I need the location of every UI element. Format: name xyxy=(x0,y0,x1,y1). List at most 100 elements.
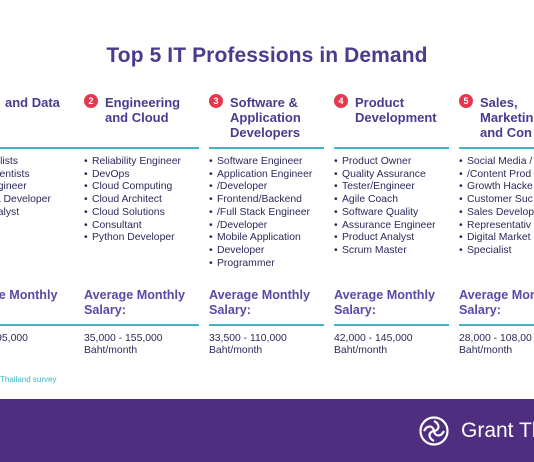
list-item: Cloud Solutions xyxy=(84,207,206,220)
column-header: and Data xyxy=(0,92,104,144)
salary-range-line: Baht/month xyxy=(459,345,513,356)
profession-column-product: 4 Product Development Product Owner Qual… xyxy=(334,92,454,356)
salary-label: age Monthly y: xyxy=(0,288,109,318)
list-item: /Developer xyxy=(209,181,331,194)
list-item: Cloud Computing xyxy=(84,181,206,194)
salary-label-line: Average Monthly xyxy=(334,288,436,302)
list-item: nalyst xyxy=(0,207,106,220)
list-item: Software Quality xyxy=(334,207,456,220)
salary-label: Average Mon Salary: xyxy=(459,288,534,318)
salary-label: Average Monthly Salary: xyxy=(84,288,209,318)
divider xyxy=(0,324,99,326)
heading-line: Application xyxy=(230,110,301,125)
list-item: Developer xyxy=(209,245,331,258)
list-item: Reliability Engineer xyxy=(84,156,206,169)
heading-line: Development xyxy=(355,110,437,125)
column-header: 3 Software & Application Developers xyxy=(209,92,329,144)
salary-label-line: Average Monthly xyxy=(84,288,186,302)
survey-note: Thailand survey xyxy=(0,375,57,384)
profession-column-data: and Data ialists cientists ngineer ta De… xyxy=(0,92,104,344)
page-title: Top 5 IT Professions in Demand xyxy=(106,44,428,67)
number-badge: 5 xyxy=(459,94,473,108)
list-item: Representativ xyxy=(459,220,534,233)
list-item: Social Media / xyxy=(459,156,534,169)
divider xyxy=(459,147,534,149)
profession-column-engineering: 2 Engineering and Cloud Reliability Engi… xyxy=(84,92,204,356)
salary-label: Average Monthly Salary: xyxy=(334,288,459,318)
divider xyxy=(209,324,324,326)
list-item: ngineer xyxy=(0,181,106,194)
salary-range-line: Baht/month xyxy=(334,345,388,356)
salary-label: Average Monthly Salary: xyxy=(209,288,334,318)
list-item: Scrum Master xyxy=(334,245,456,258)
divider xyxy=(209,147,324,149)
salary-label-line: Average Monthly xyxy=(209,288,311,302)
salary-range: 35,000 - 155,000 Baht/month xyxy=(84,333,209,357)
job-list: Software Engineer Application Engineer /… xyxy=(209,156,331,270)
salary-label-line: Salary: xyxy=(209,303,252,317)
list-item: Agile Coach xyxy=(334,194,456,207)
divider xyxy=(84,147,199,149)
list-item: Digital Market xyxy=(459,232,534,245)
heading-line: and Cloud xyxy=(105,110,169,125)
divider xyxy=(459,324,534,326)
salary-label-line: Salary: xyxy=(84,303,127,317)
list-item: Cloud Architect xyxy=(84,194,206,207)
list-item: Specialist xyxy=(459,245,534,258)
salary-range-line: 35,000 - 155,000 xyxy=(84,333,163,344)
profession-column-software: 3 Software & Application Developers Soft… xyxy=(209,92,329,356)
column-heading: Sales, Marketin and Con xyxy=(480,95,534,140)
list-item: /Content Prod xyxy=(459,169,534,182)
divider xyxy=(0,147,99,149)
salary-label-line: age Monthly xyxy=(0,288,58,302)
profession-column-sales: 5 Sales, Marketin and Con Social Media /… xyxy=(459,92,534,392)
heading-line: and Con xyxy=(480,125,532,140)
heading-line: Product xyxy=(355,95,405,110)
heading-line: Software & xyxy=(230,95,298,110)
column-header: 4 Product Development xyxy=(334,92,454,144)
list-item: ta Developer xyxy=(0,194,106,207)
divider xyxy=(334,324,449,326)
list-item: ialists xyxy=(0,156,106,169)
list-item: Python Developer xyxy=(84,232,206,245)
job-list: Product Owner Quality Assurance Tester/E… xyxy=(334,156,456,258)
column-heading: Engineering and Cloud xyxy=(105,95,225,125)
list-item: Product Analyst xyxy=(334,232,456,245)
salary-range-line: 42,000 - 145,000 xyxy=(334,333,413,344)
salary-label-line: Average Mon xyxy=(459,288,534,302)
salary-range-line: Baht/month xyxy=(209,345,263,356)
brand-name: Grant Th xyxy=(461,419,534,442)
number-badge: 4 xyxy=(334,94,348,108)
job-list: Social Media / /Content Prod Growth Hack… xyxy=(459,156,534,258)
heading-line: Engineering xyxy=(105,95,181,110)
footer-bar xyxy=(0,399,534,462)
salary-range: - 195,000 nth xyxy=(0,333,109,357)
number-badge: 2 xyxy=(84,94,98,108)
list-item: Customer Suc xyxy=(459,194,534,207)
number-badge: 3 xyxy=(209,94,223,108)
list-item: /Developer xyxy=(209,220,331,233)
divider xyxy=(334,147,449,149)
column-heading: Software & Application Developers xyxy=(230,95,350,140)
list-item: Growth Hacke xyxy=(459,181,534,194)
salary-range-line: 33,500 - 110,000 xyxy=(209,333,287,344)
list-item: cientists xyxy=(0,169,106,182)
column-heading: and Data xyxy=(5,95,125,110)
heading-line: Sales, xyxy=(480,95,518,110)
column-heading: Product Development xyxy=(355,95,475,125)
grant-thornton-logo-icon xyxy=(419,416,449,446)
list-item: Sales Develop xyxy=(459,207,534,220)
salary-label-line: Salary: xyxy=(459,303,502,317)
job-list: ialists cientists ngineer ta Developer n… xyxy=(0,156,106,220)
salary-range: 28,000 - 108,00 Baht/month xyxy=(459,333,534,357)
list-item: Programmer xyxy=(209,258,331,271)
salary-range: 42,000 - 145,000 Baht/month xyxy=(334,333,459,357)
heading-line: Developers xyxy=(230,125,301,140)
list-item: Product Owner xyxy=(334,156,456,169)
heading-line: and Data xyxy=(5,95,60,110)
divider xyxy=(84,324,199,326)
list-item: Assurance Engineer xyxy=(334,220,456,233)
heading-line: Marketin xyxy=(480,110,534,125)
list-item: Consultant xyxy=(84,220,206,233)
salary-range: 33,500 - 110,000 Baht/month xyxy=(209,333,334,357)
